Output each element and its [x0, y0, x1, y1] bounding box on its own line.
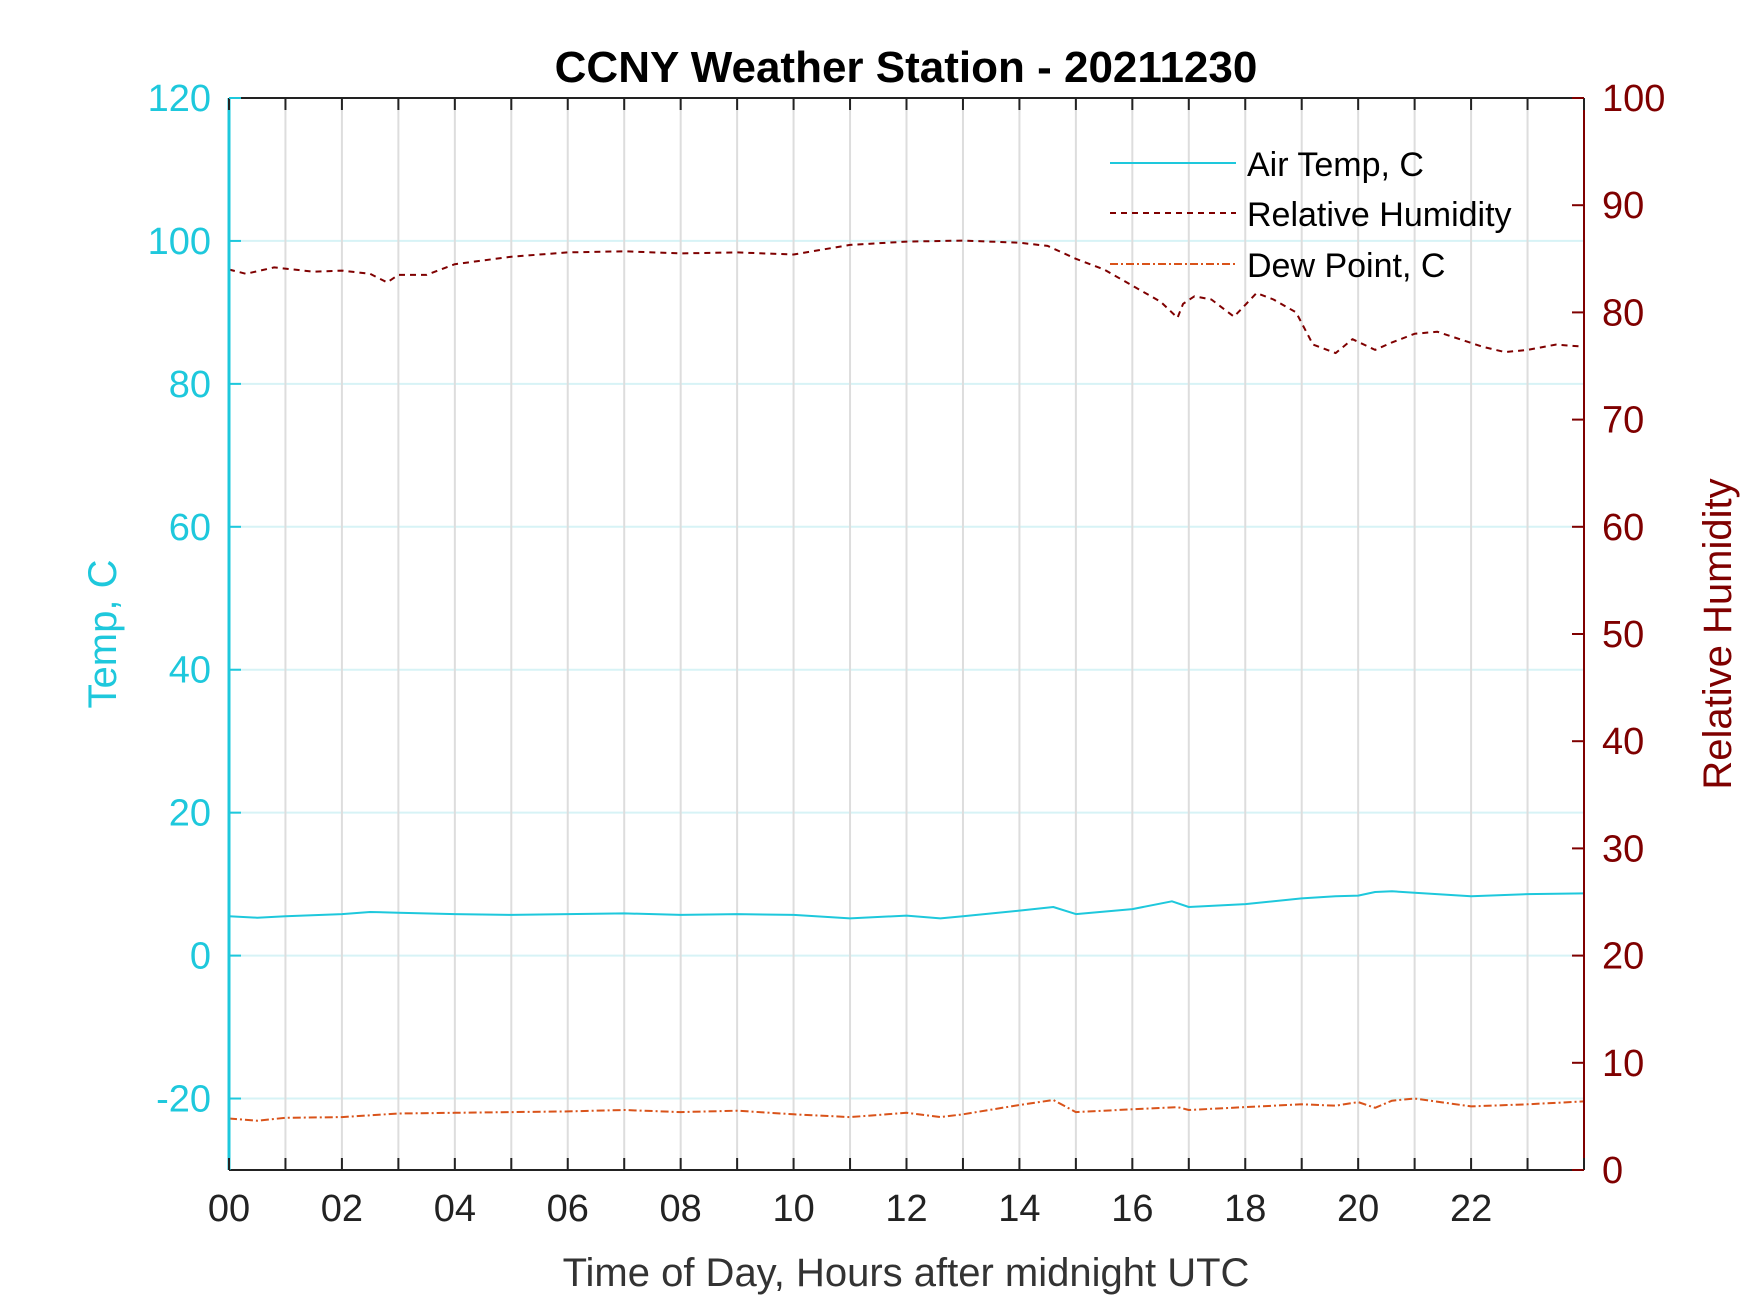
y-axis-left-label: Temp, C: [81, 560, 125, 709]
series-line-relative-humidity: [228, 239, 1585, 355]
y-left-tick-label-0: -20: [156, 1079, 211, 1121]
axes-group: 00 02 04 06 08 10 12 14 16 18 20 22-200204060801001…: [148, 78, 1666, 1230]
y-right-tick-label-2: 20: [1602, 936, 1644, 978]
series-line-dew-point: [228, 1097, 1585, 1122]
legend-label-relative-humidity: Relative Humidity: [1247, 196, 1512, 234]
y-axis-right-label: Relative Humidity: [1696, 478, 1740, 789]
legend-label-dew-point: Dew Point, C: [1247, 247, 1445, 285]
y-right-tick-label-5: 50: [1602, 614, 1644, 656]
y-right-tick-label-4: 40: [1602, 721, 1644, 763]
x-tick-label-3: 06: [547, 1188, 589, 1230]
y-right-tick-label-0: 0: [1602, 1150, 1623, 1192]
y-right-tick-label-9: 90: [1602, 185, 1644, 227]
x-tick-label-6: 12: [885, 1188, 927, 1230]
legend: Air Temp, C Relative Humidity Dew Point,…: [1110, 146, 1512, 285]
x-tick-label-7: 14: [998, 1188, 1040, 1230]
y-right-tick-label-6: 60: [1602, 507, 1644, 549]
y-left-tick-label-4: 60: [169, 507, 211, 549]
x-tick-label-0: 00: [208, 1188, 250, 1230]
y-right-tick-label-3: 30: [1602, 828, 1644, 870]
legend-label-air-temp: Air Temp, C: [1247, 146, 1424, 184]
y-left-tick-label-3: 40: [169, 650, 211, 692]
y-right-tick-label-7: 70: [1602, 400, 1644, 442]
y-right-tick-label-1: 10: [1602, 1043, 1644, 1085]
x-tick-label-11: 22: [1450, 1188, 1492, 1230]
x-tick-label-5: 10: [772, 1188, 814, 1230]
x-tick-label-1: 02: [321, 1188, 363, 1230]
y-left-tick-label-1: 0: [190, 936, 211, 978]
y-right-tick-label-10: 100: [1602, 78, 1665, 120]
y-left-tick-label-5: 80: [169, 364, 211, 406]
x-axis-label: Time of Day, Hours after midnight UTC: [563, 1251, 1250, 1295]
x-tick-label-4: 08: [660, 1188, 702, 1230]
series-line-air-temp: [228, 890, 1585, 920]
y-left-tick-label-2: 20: [169, 793, 211, 835]
y-left-tick-label-7: 120: [148, 78, 211, 120]
y-left-tick-label-6: 100: [148, 221, 211, 263]
x-tick-label-9: 18: [1224, 1188, 1266, 1230]
y-right-tick-label-8: 80: [1602, 292, 1644, 334]
series-group: [228, 239, 1585, 1122]
chart-title: CCNY Weather Station - 20211230: [555, 43, 1258, 92]
x-tick-label-2: 04: [434, 1188, 476, 1230]
x-tick-label-8: 16: [1111, 1188, 1153, 1230]
x-tick-label-10: 20: [1337, 1188, 1379, 1230]
